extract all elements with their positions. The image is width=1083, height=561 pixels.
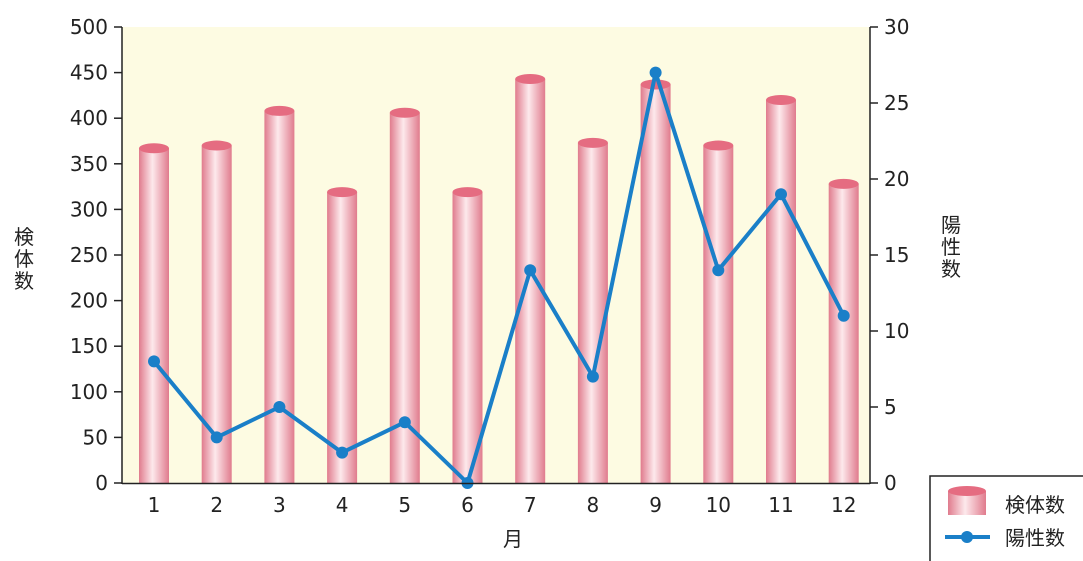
x-tick-label: 2	[210, 493, 223, 517]
point-7	[524, 264, 537, 277]
bars-group	[139, 73, 859, 484]
y2-tick-label: 5	[884, 395, 897, 419]
x-axis-title: 月	[503, 527, 523, 551]
x-tick-label: 4	[336, 493, 349, 517]
y2-tick-label: 0	[884, 471, 897, 495]
legend-line-swatch	[945, 531, 990, 543]
legend-box-border	[929, 475, 1083, 561]
x-tick-label: 8	[587, 493, 600, 517]
bar-7	[515, 73, 546, 483]
y-tick-label: 0	[95, 471, 108, 495]
line-series-group	[148, 66, 850, 489]
y-tick-label: 300	[70, 197, 108, 221]
point-9	[649, 66, 662, 79]
bar-3	[264, 105, 295, 484]
point-4	[336, 446, 349, 459]
y2-tick-label: 20	[884, 167, 909, 191]
y2-tick-label: 15	[884, 243, 909, 267]
y-tick-label: 50	[83, 425, 108, 449]
y2-tick-label: 30	[884, 15, 909, 39]
point-10	[712, 264, 725, 277]
x-tick-label: 6	[461, 493, 474, 517]
y-tick-label: 400	[70, 106, 108, 130]
point-3	[273, 401, 286, 413]
bar-10	[703, 140, 734, 483]
x-tick-label: 1	[148, 493, 161, 517]
axis-ticks-group: 0501001502002503003504004505000510152025…	[70, 15, 910, 517]
x-tick-label: 3	[273, 493, 286, 517]
y2-tick-label: 25	[884, 91, 909, 115]
y-tick-label: 350	[70, 152, 108, 176]
x-tick-label: 11	[768, 493, 793, 517]
x-tick-label: 5	[398, 493, 411, 517]
bar-6	[452, 187, 483, 483]
legend-label-bar: 検体数	[1005, 493, 1065, 517]
x-tick-label: 12	[831, 493, 856, 517]
y2-axis-title: 陽性数	[941, 213, 961, 281]
bar-12	[828, 178, 859, 483]
y-tick-label: 500	[70, 15, 108, 39]
point-2	[210, 431, 223, 444]
x-tick-label: 10	[706, 493, 731, 517]
point-11	[775, 188, 787, 201]
bar-11	[766, 94, 796, 484]
point-1	[148, 355, 160, 368]
y-tick-label: 150	[70, 334, 108, 358]
positive-count-line	[152, 70, 846, 485]
y2-tick-label: 10	[884, 319, 909, 343]
bar-1	[139, 143, 169, 483]
y-tick-label: 450	[70, 61, 108, 85]
point-5	[398, 416, 411, 429]
legend-label-line: 陽性数	[1005, 526, 1065, 550]
x-tick-label: 9	[649, 493, 662, 517]
point-8	[586, 370, 599, 383]
y-tick-label: 250	[70, 243, 108, 267]
legend-bar-swatch	[948, 486, 986, 515]
y-tick-label: 100	[70, 380, 108, 404]
point-12	[837, 309, 850, 322]
bar-9	[640, 79, 671, 484]
y-tick-label: 200	[70, 289, 108, 313]
bar-4	[327, 187, 358, 483]
x-tick-label: 7	[524, 493, 537, 517]
y-axis-title: 検体数	[14, 225, 34, 293]
bar-8	[577, 137, 608, 483]
plot-area	[122, 27, 870, 483]
legend: 検体数 陽性数	[929, 475, 1083, 561]
